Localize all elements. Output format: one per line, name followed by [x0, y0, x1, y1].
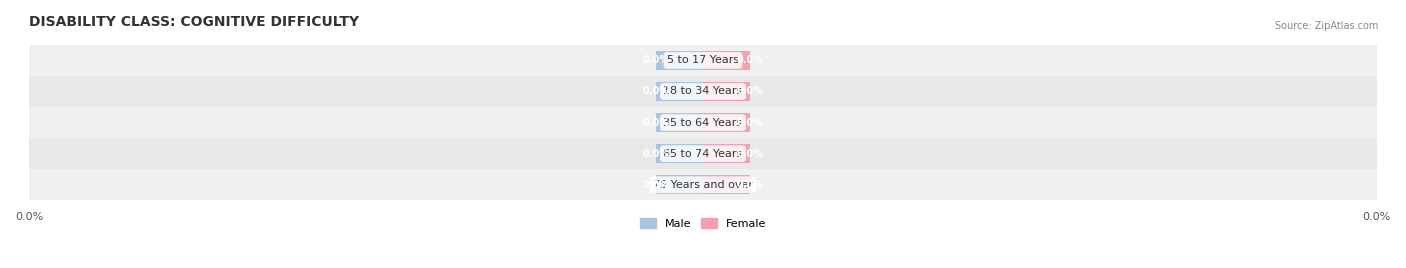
Bar: [703, 144, 751, 163]
Bar: [655, 175, 703, 194]
Bar: [30, 169, 1376, 200]
Legend: Male, Female: Male, Female: [636, 214, 770, 233]
Bar: [655, 113, 703, 132]
Bar: [30, 138, 1376, 169]
Bar: [30, 107, 1376, 138]
Text: 0.0%: 0.0%: [737, 87, 763, 96]
Text: 18 to 34 Years: 18 to 34 Years: [664, 87, 742, 96]
Text: 0.0%: 0.0%: [643, 55, 669, 65]
Bar: [703, 113, 751, 132]
Bar: [30, 45, 1376, 76]
Bar: [703, 51, 751, 70]
Text: 65 to 74 Years: 65 to 74 Years: [664, 149, 742, 159]
Bar: [703, 82, 751, 101]
Text: 0.0%: 0.0%: [643, 180, 669, 190]
Text: 0.0%: 0.0%: [643, 87, 669, 96]
Text: 0.0%: 0.0%: [643, 118, 669, 128]
Text: 0.0%: 0.0%: [737, 149, 763, 159]
Bar: [655, 51, 703, 70]
Text: 0.0%: 0.0%: [643, 149, 669, 159]
Text: Source: ZipAtlas.com: Source: ZipAtlas.com: [1274, 21, 1378, 31]
Bar: [30, 76, 1376, 107]
Text: 0.0%: 0.0%: [737, 118, 763, 128]
Text: 75 Years and over: 75 Years and over: [652, 180, 754, 190]
Bar: [655, 144, 703, 163]
Text: 0.0%: 0.0%: [737, 180, 763, 190]
Text: 0.0%: 0.0%: [737, 55, 763, 65]
Bar: [703, 175, 751, 194]
Text: 5 to 17 Years: 5 to 17 Years: [666, 55, 740, 65]
Text: DISABILITY CLASS: COGNITIVE DIFFICULTY: DISABILITY CLASS: COGNITIVE DIFFICULTY: [30, 15, 360, 29]
Bar: [655, 82, 703, 101]
Text: 35 to 64 Years: 35 to 64 Years: [664, 118, 742, 128]
